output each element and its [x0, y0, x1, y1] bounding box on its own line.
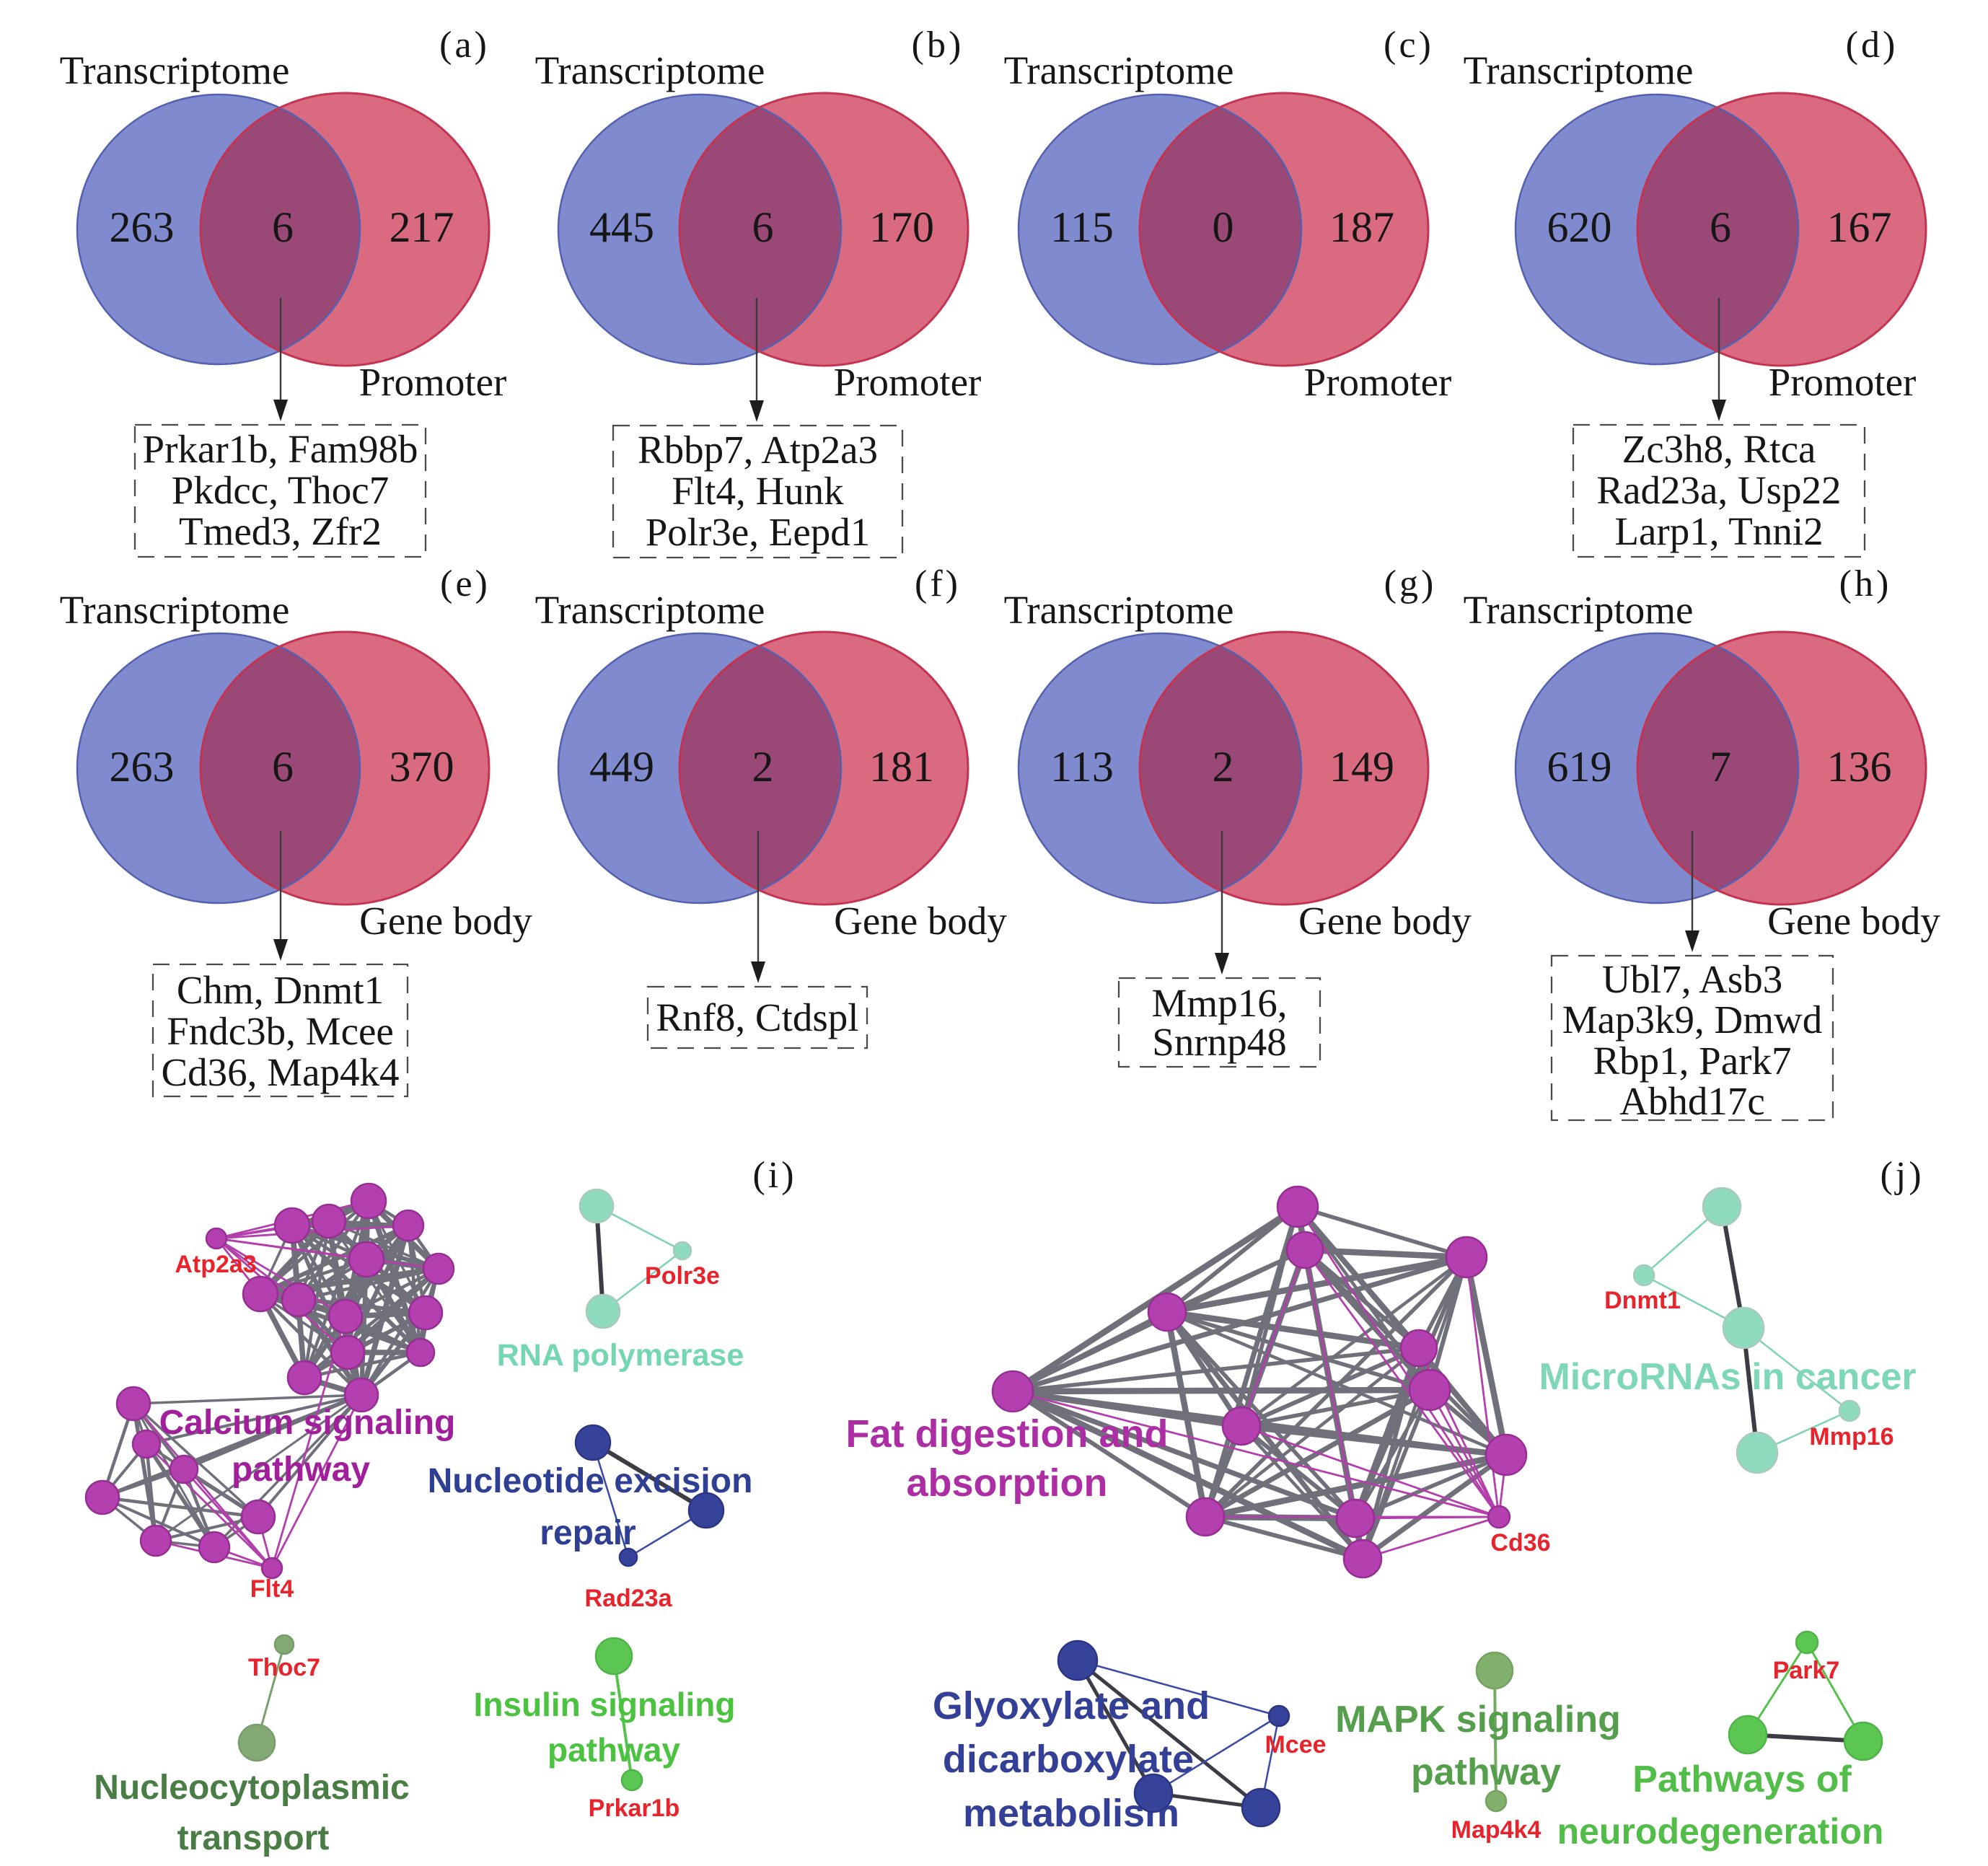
svg-text:Transcriptome: Transcriptome: [1464, 588, 1694, 632]
svg-text:Calcium signaling: Calcium signaling: [159, 1404, 456, 1442]
svg-text:Dnmt1: Dnmt1: [1604, 1287, 1681, 1314]
svg-text:transport: transport: [177, 1819, 330, 1857]
svg-text:(f): (f): [915, 563, 961, 604]
svg-text:Transcriptome: Transcriptome: [1004, 48, 1234, 92]
svg-text:6: 6: [1710, 203, 1731, 251]
svg-text:Rbp1, Park7: Rbp1, Park7: [1593, 1039, 1792, 1083]
svg-text:Transcriptome: Transcriptome: [535, 48, 765, 92]
svg-text:2: 2: [752, 743, 774, 791]
svg-text:620: 620: [1547, 203, 1612, 251]
svg-text:Atp2a3: Atp2a3: [175, 1251, 256, 1278]
svg-text:445: 445: [589, 203, 654, 251]
svg-text:(h): (h): [1839, 563, 1892, 604]
svg-text:Prkar1b, Fam98b: Prkar1b, Fam98b: [143, 427, 418, 471]
svg-text:449: 449: [589, 743, 654, 791]
svg-text:115: 115: [1050, 203, 1114, 251]
svg-text:263: 263: [110, 203, 175, 251]
svg-text:Transcriptome: Transcriptome: [60, 588, 290, 632]
svg-text:Pkdcc, Thoc7: Pkdcc, Thoc7: [172, 468, 389, 512]
svg-text:Promoter: Promoter: [1769, 360, 1917, 404]
svg-text:(b): (b): [912, 25, 964, 66]
svg-text:187: 187: [1329, 203, 1394, 251]
svg-text:217: 217: [390, 203, 454, 251]
svg-text:Snrnp48: Snrnp48: [1152, 1020, 1286, 1064]
svg-text:Rad23a, Usp22: Rad23a, Usp22: [1596, 468, 1841, 512]
svg-text:(d): (d): [1846, 25, 1899, 66]
svg-text:Abhd17c: Abhd17c: [1619, 1079, 1765, 1123]
svg-text:Promoter: Promoter: [834, 360, 982, 404]
svg-text:Polr3e, Eepd1: Polr3e, Eepd1: [646, 510, 871, 554]
svg-text:113: 113: [1050, 743, 1114, 791]
svg-text:(a): (a): [439, 25, 490, 66]
svg-text:Ubl7, Asb3: Ubl7, Asb3: [1602, 957, 1783, 1001]
svg-text:Tmed3, Zfr2: Tmed3, Zfr2: [179, 509, 382, 553]
svg-text:(c): (c): [1384, 25, 1434, 66]
svg-text:Park7: Park7: [1773, 1657, 1840, 1684]
svg-text:Rbbp7, Atp2a3: Rbbp7, Atp2a3: [638, 428, 878, 472]
svg-text:neurodegeneration: neurodegeneration: [1557, 1811, 1884, 1852]
svg-text:Polr3e: Polr3e: [645, 1262, 720, 1290]
svg-text:7: 7: [1710, 743, 1731, 791]
svg-text:Gene body: Gene body: [359, 899, 532, 943]
svg-text:Thoc7: Thoc7: [248, 1654, 320, 1681]
svg-text:Transcriptome: Transcriptome: [1004, 588, 1234, 632]
svg-text:Chm, Dnmt1: Chm, Dnmt1: [177, 968, 384, 1012]
svg-text:6: 6: [272, 203, 294, 251]
svg-text:pathway: pathway: [547, 1731, 680, 1769]
svg-text:0: 0: [1213, 203, 1234, 251]
svg-text:Rnf8, Ctdspl: Rnf8, Ctdspl: [656, 995, 858, 1039]
svg-text:pathway: pathway: [1411, 1751, 1561, 1793]
svg-text:Transcriptome: Transcriptome: [535, 588, 765, 632]
svg-text:Transcriptome: Transcriptome: [60, 48, 290, 92]
svg-text:(g): (g): [1384, 563, 1437, 604]
svg-text:Larp1, Tnni2: Larp1, Tnni2: [1614, 509, 1823, 553]
svg-text:170: 170: [869, 203, 934, 251]
svg-text:Promoter: Promoter: [359, 360, 507, 404]
svg-text:Zc3h8, Rtca: Zc3h8, Rtca: [1622, 427, 1816, 471]
svg-text:MicroRNAs in cancer: MicroRNAs in cancer: [1539, 1356, 1916, 1398]
svg-text:(i): (i): [752, 1155, 796, 1196]
svg-text:Fat digestion and: Fat digestion and: [845, 1412, 1168, 1456]
svg-text:Map3k9, Dmwd: Map3k9, Dmwd: [1562, 998, 1823, 1042]
svg-text:136: 136: [1827, 743, 1892, 791]
svg-text:absorption: absorption: [907, 1461, 1108, 1505]
svg-text:Nucleocytoplasmic: Nucleocytoplasmic: [94, 1769, 409, 1807]
svg-text:Gene body: Gene body: [1767, 899, 1940, 943]
svg-text:619: 619: [1547, 743, 1612, 791]
svg-text:Insulin signaling: Insulin signaling: [474, 1686, 736, 1723]
svg-text:Cd36: Cd36: [1490, 1529, 1550, 1557]
svg-text:Mmp16,: Mmp16,: [1152, 981, 1288, 1025]
svg-text:Rad23a: Rad23a: [585, 1585, 673, 1612]
svg-text:MAPK signaling: MAPK signaling: [1335, 1699, 1621, 1740]
svg-text:RNA polymerase: RNA polymerase: [497, 1338, 744, 1373]
svg-text:263: 263: [110, 743, 175, 791]
svg-text:(e): (e): [440, 563, 491, 604]
svg-text:Map4k4: Map4k4: [1451, 1816, 1541, 1844]
svg-text:Gene body: Gene body: [1298, 899, 1472, 943]
svg-text:pathway: pathway: [232, 1451, 370, 1489]
svg-text:Fndc3b, Mcee: Fndc3b, Mcee: [167, 1009, 394, 1053]
svg-text:2: 2: [1213, 743, 1234, 791]
svg-text:Pathways of: Pathways of: [1632, 1759, 1852, 1800]
svg-text:Prkar1b: Prkar1b: [589, 1795, 680, 1822]
svg-text:6: 6: [752, 203, 774, 251]
svg-text:6: 6: [272, 743, 294, 791]
svg-text:149: 149: [1329, 743, 1394, 791]
svg-text:Cd36, Map4k4: Cd36, Map4k4: [162, 1050, 400, 1094]
svg-text:(j): (j): [1880, 1155, 1924, 1196]
svg-text:Glyoxylate and: Glyoxylate and: [933, 1684, 1210, 1728]
svg-text:Flt4: Flt4: [250, 1575, 294, 1603]
svg-text:370: 370: [390, 743, 454, 791]
svg-text:Transcriptome: Transcriptome: [1464, 48, 1694, 92]
svg-text:Mmp16: Mmp16: [1809, 1423, 1894, 1451]
svg-text:Gene body: Gene body: [834, 899, 1007, 943]
svg-text:Mcee: Mcee: [1265, 1731, 1326, 1759]
svg-text:167: 167: [1827, 203, 1892, 251]
svg-text:repair: repair: [540, 1514, 635, 1552]
svg-text:Flt4, Hunk: Flt4, Hunk: [672, 469, 844, 513]
svg-text:181: 181: [869, 743, 934, 791]
svg-text:Promoter: Promoter: [1304, 360, 1452, 404]
